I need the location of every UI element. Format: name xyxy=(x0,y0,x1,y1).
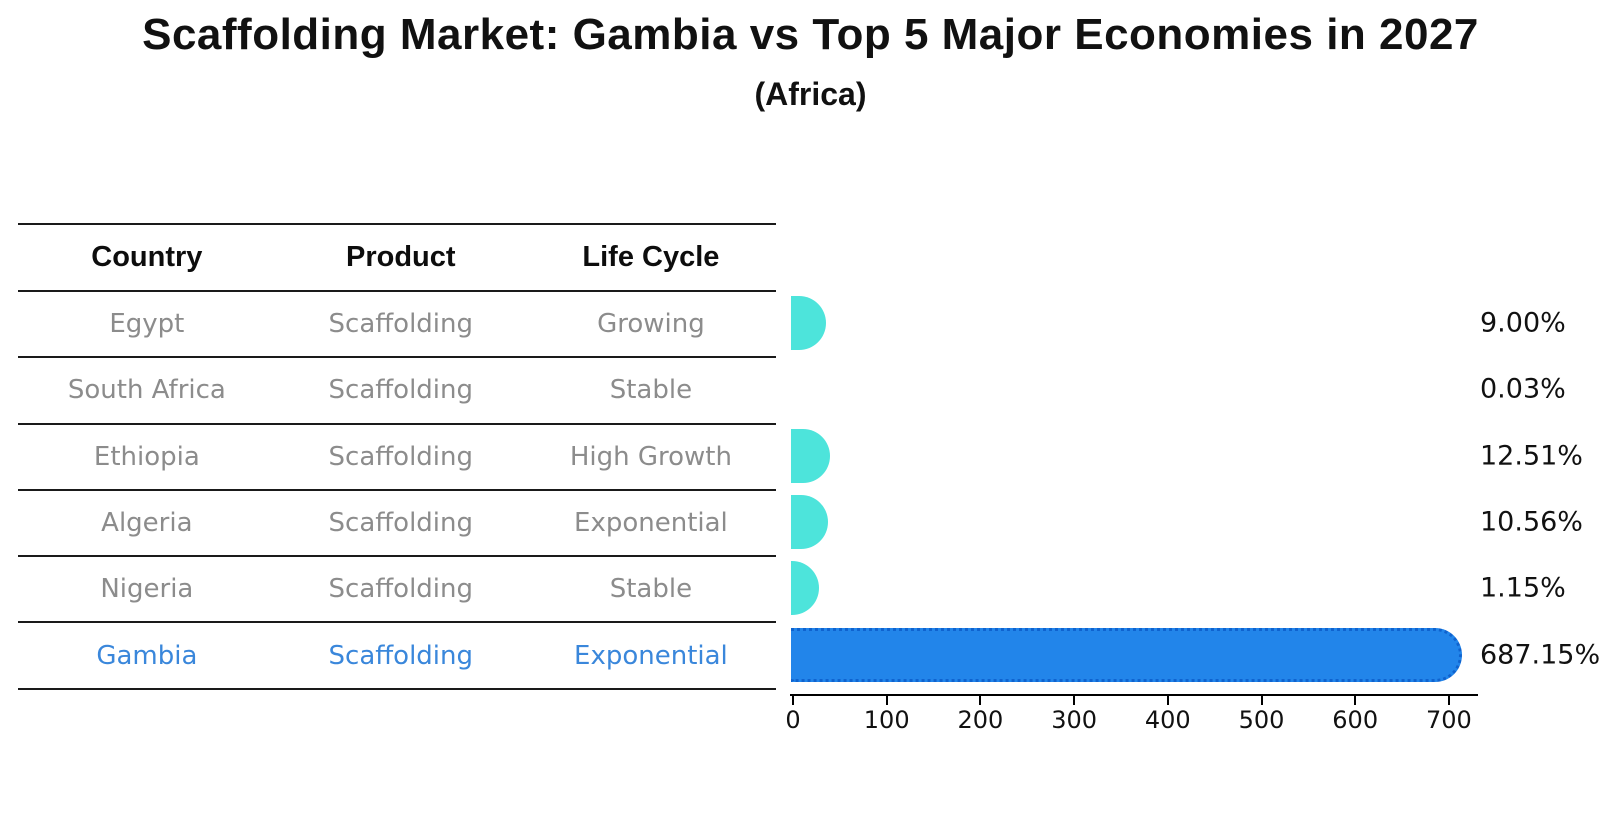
table-header-row: Country Product Life Cycle xyxy=(18,225,776,292)
x-axis-ticklabel-600: 600 xyxy=(1332,706,1379,734)
chart-subtitle: (Africa) xyxy=(754,76,867,112)
table-header-country: Country xyxy=(91,241,203,273)
x-axis-ticklabel-500: 500 xyxy=(1238,706,1285,734)
table-cell-gambia-life_cycle: Exponential xyxy=(574,640,728,671)
value-label-ethiopia: 12.51% xyxy=(1480,440,1583,472)
table-cell-egypt-country: Egypt xyxy=(109,309,185,340)
value-label-south-africa: 0.03% xyxy=(1480,373,1566,405)
bar-egypt xyxy=(791,296,827,351)
table-cell-algeria-country: Algeria xyxy=(101,508,193,539)
x-axis-tickmark-700 xyxy=(1447,696,1450,705)
table-row-gambia: Gambia Scaffolding Exponential xyxy=(18,623,776,690)
x-axis-tickmark-100 xyxy=(885,696,888,705)
x-axis-tickmark-400 xyxy=(1166,696,1169,705)
table-cell-south-africa-product: Scaffolding xyxy=(328,375,474,406)
x-axis-tickmark-300 xyxy=(1073,696,1076,705)
x-axis-tickmark-200 xyxy=(979,696,982,705)
chart-title: Scaffolding Market: Gambia vs Top 5 Majo… xyxy=(142,10,1479,59)
bar-nigeria xyxy=(791,561,820,616)
x-axis-line xyxy=(790,694,1478,696)
value-label-algeria: 10.56% xyxy=(1480,506,1583,538)
table-cell-nigeria-product: Scaffolding xyxy=(328,574,474,605)
table-cell-ethiopia-product: Scaffolding xyxy=(328,441,474,472)
bar-ethiopia xyxy=(791,428,830,483)
x-axis-tickmark-0 xyxy=(792,696,794,705)
table-row-egypt: Egypt Scaffolding Growing xyxy=(18,292,776,359)
table-row-nigeria: Nigeria Scaffolding Stable xyxy=(18,557,776,624)
table-cell-south-africa-country: South Africa xyxy=(67,375,226,406)
table-cell-algeria-life_cycle: Exponential xyxy=(574,508,728,539)
x-axis-tickmark-600 xyxy=(1354,696,1357,705)
table-cell-egypt-life_cycle: Growing xyxy=(597,309,705,340)
x-axis-ticklabel-300: 300 xyxy=(1051,706,1097,734)
table-cell-ethiopia-country: Ethiopia xyxy=(93,441,200,472)
table-cell-egypt-product: Scaffolding xyxy=(328,309,474,340)
x-axis-ticklabel-100: 100 xyxy=(863,706,910,734)
table-cell-nigeria-life_cycle: Stable xyxy=(609,574,693,605)
table-row-south-africa: South Africa Scaffolding Stable xyxy=(18,358,776,425)
table-header-life-cycle: Life Cycle xyxy=(582,241,720,273)
table-row-ethiopia: Ethiopia Scaffolding High Growth xyxy=(18,425,776,491)
table-cell-gambia-country: Gambia xyxy=(96,640,198,671)
value-label-nigeria: 1.15% xyxy=(1480,572,1566,604)
summary-table: Country Product Life Cycle Egypt Scaffolding… xyxy=(18,223,776,690)
table-cell-south-africa-life_cycle: Stable xyxy=(609,375,693,406)
x-axis-ticklabel-0: 0 xyxy=(785,706,801,734)
x-axis-ticklabel-700: 700 xyxy=(1425,706,1472,734)
x-axis-ticklabel-400: 400 xyxy=(1144,706,1191,734)
bar-gambia xyxy=(791,627,1462,682)
x-axis-ticklabel-200: 200 xyxy=(957,706,1004,734)
table-cell-gambia-product: Scaffolding xyxy=(328,640,474,671)
table-header-product: Product xyxy=(346,241,456,273)
table-cell-algeria-product: Scaffolding xyxy=(328,508,474,539)
table-cell-nigeria-country: Nigeria xyxy=(100,574,194,605)
x-axis-tickmark-500 xyxy=(1260,696,1263,705)
table-row-algeria: Algeria Scaffolding Exponential xyxy=(18,491,776,558)
value-label-egypt: 9.00% xyxy=(1480,307,1566,339)
bar-algeria xyxy=(791,495,828,550)
table-cell-ethiopia-life_cycle: High Growth xyxy=(569,441,732,472)
value-label-gambia: 687.15% xyxy=(1480,639,1601,671)
